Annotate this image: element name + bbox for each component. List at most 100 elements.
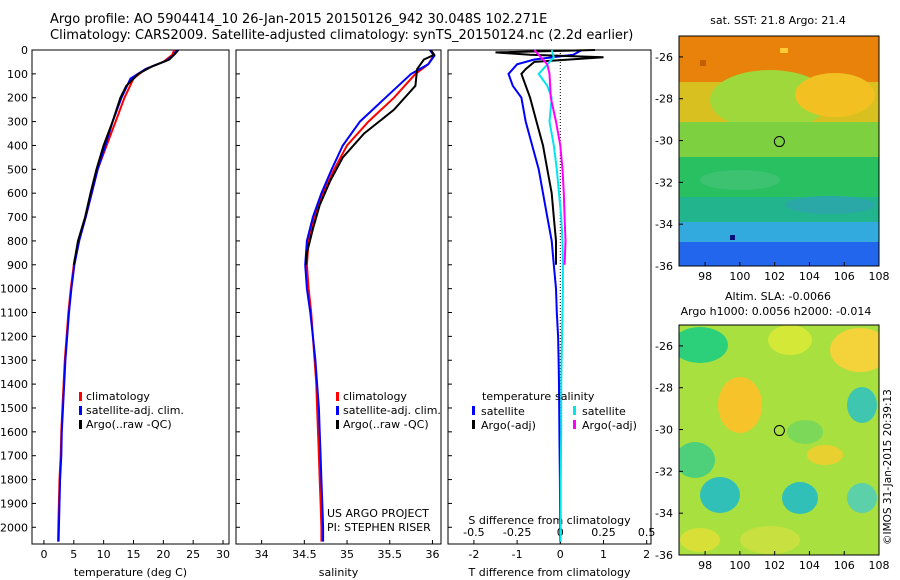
y-tick-label: 1100 [0,307,28,320]
map-y-tick-label: -28 [655,382,673,395]
legend-swatch [79,392,82,401]
map-x-tick-label: 106 [834,270,855,283]
y-tick-label: 1200 [0,330,28,343]
temperature-axes-frame [31,49,230,545]
legend-label: satellite-adj. clim. [343,404,441,417]
y-tick-label: 1600 [0,426,28,439]
map-y-tick-label: -28 [655,93,673,106]
x-tick-label: 15 [126,548,140,561]
legend-label: satellite-adj. clim. [86,404,184,417]
map-x-tick-label: 98 [698,559,712,572]
x-axis-label: T difference from climatology [468,566,631,579]
y-tick-label: 200 [7,92,28,105]
map-y-tick-label: -36 [655,260,673,273]
map-x-tick-label: 108 [869,559,890,572]
y-tick-label: 500 [7,163,28,176]
y-tick-label: 1500 [0,402,28,415]
x-tick-label: 0 [557,548,564,561]
difference-axes-frame [447,49,652,545]
x-tick-label: 20 [156,548,170,561]
map-y-tick-label: -32 [655,176,673,189]
map-y-tick-label: -34 [655,218,673,231]
y-tick-label: 1400 [0,378,28,391]
sst-map-panel: sat. SST: 21.8 Argo: 21.4 [678,14,880,267]
series-line [495,49,604,265]
legend-group-title: salinity [555,390,595,403]
legend-swatch [472,420,475,429]
y-tick-label: 300 [7,116,28,129]
series-line [72,49,180,265]
sla-map-panel: Altim. SLA: -0.0066 Argo h1000: 0.0056 h… [678,290,880,556]
x-tick-label: -2 [468,548,479,561]
temperature-panel [31,49,230,545]
y-tick-label: 700 [7,211,28,224]
map-x-tick-label: 104 [799,559,820,572]
map-x-tick-label: 100 [729,270,750,283]
y-tick-label: 1000 [0,283,28,296]
x-tick-label: 5 [70,548,77,561]
x-tick-label: 30 [216,548,230,561]
x-tick-label: 10 [97,548,111,561]
series-line [305,49,436,265]
x-tick-label: 2 [643,548,650,561]
x-tick-label: 36 [425,548,439,561]
sst-map-title: sat. SST: 21.8 Argo: 21.4 [710,14,846,27]
legend-label: climatology [343,390,407,403]
map-x-tick-label: 102 [764,559,785,572]
series-line [533,49,567,265]
y-tick-label: 1800 [0,474,28,487]
map-y-tick-label: -26 [655,340,673,353]
legend-label: Argo(..raw -QC) [343,418,429,431]
sla-map-frame [678,324,880,556]
sla-field [679,325,879,555]
map-y-tick-label: -32 [655,465,673,478]
argo-location-marker [773,425,785,437]
series-line [304,49,436,542]
y-tick-label: 2000 [0,521,28,534]
sla-map-subtitle: Argo h1000: 0.0056 h2000: -0.014 [681,305,872,318]
x-tick-label: 35.5 [378,548,403,561]
series-line [57,49,178,542]
x-tick-label: 35 [340,548,354,561]
y-tick-label: 0 [21,44,28,57]
x-tick-label: 1 [600,548,607,561]
y-tick-label: 1900 [0,497,28,510]
s-diff-tick-label: 0.5 [638,526,656,539]
y-tick-label: 1300 [0,354,28,367]
s-diff-tick-label: 0.25 [591,526,616,539]
legend-label: satellite [582,405,626,418]
sla-map-title: Altim. SLA: -0.0066 [725,290,831,303]
map-x-tick-label: 108 [869,270,890,283]
legend-group-title: temperature [482,390,551,403]
s-diff-axis-title: S difference from climatology [468,514,631,527]
salinity-axes-frame [235,49,442,545]
difference-panel [447,49,652,545]
legend-label: Argo(-adj) [582,419,637,432]
y-tick-label: 400 [7,139,28,152]
legend-label: Argo(-adj) [481,419,536,432]
x-tick-label: -1 [512,548,523,561]
s-diff-tick-label: -0.25 [503,526,531,539]
legend-label: satellite [481,405,525,418]
legend-swatch [336,420,339,429]
legend-label: Argo(..raw -QC) [86,418,172,431]
argo-location-marker [773,136,785,148]
map-y-tick-label: -36 [655,549,673,562]
project-line-2: PI: STEPHEN RISER [327,521,431,534]
map-x-tick-label: 106 [834,559,855,572]
x-axis-label: temperature (deg C) [74,566,187,579]
map-y-tick-label: -34 [655,507,673,520]
project-line-1: US ARGO PROJECT [327,507,429,520]
s-diff-tick-label: -0.5 [463,526,484,539]
map-x-tick-label: 98 [698,270,712,283]
sst-field [679,36,879,266]
map-y-tick-label: -26 [655,51,673,64]
legend-swatch [573,420,576,429]
y-tick-label: 800 [7,235,28,248]
y-tick-label: 100 [7,68,28,81]
map-x-tick-label: 100 [729,559,750,572]
legend-swatch [573,406,576,415]
y-tick-label: 600 [7,187,28,200]
series-line [305,49,436,542]
